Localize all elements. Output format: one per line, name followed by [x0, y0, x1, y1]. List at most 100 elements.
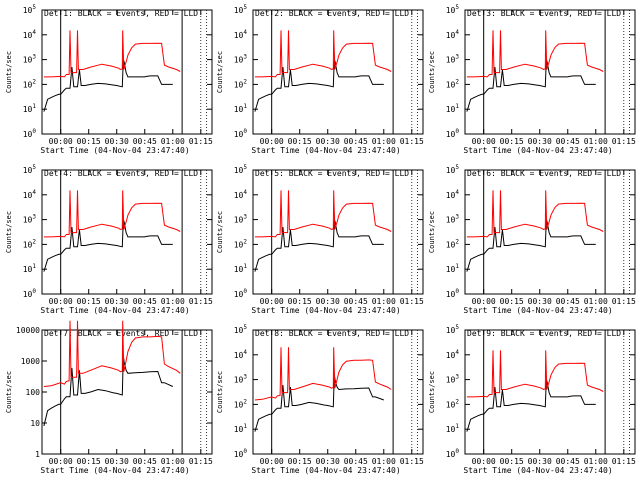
x-axis-label: Start Time (04-Nov-04 23:47:40): [251, 146, 400, 155]
y-axis-label: Counts/sec: [216, 211, 224, 253]
y-tick-label: 102: [234, 238, 248, 249]
x-tick-label: 01:15: [400, 297, 424, 306]
plot-frame: [41, 9, 213, 135]
x-tick-label: 00:30: [105, 297, 129, 306]
y-tick-label: 100: [234, 288, 248, 299]
x-tick-label: 00:15: [77, 297, 101, 306]
y-tick-label: 104: [446, 349, 460, 360]
x-axis-label: Start Time (04-Nov-04 23:47:40): [40, 306, 189, 315]
x-tick-label: 00:00: [472, 137, 496, 146]
y-tick-label: 101: [234, 103, 248, 114]
y-tick-label: 105: [446, 4, 460, 15]
plot-frame: [41, 329, 213, 455]
y-tick-label: 100: [234, 128, 248, 139]
y-tick-label: 103: [23, 214, 37, 225]
y-tick-label: 102: [234, 78, 248, 89]
detector-panel: Det 3: BLACK = Events, RED = LLD 100 101 10…: [428, 4, 636, 155]
plot-frame: [252, 329, 424, 455]
y-tick-label: 104: [234, 189, 248, 200]
y-tick-label: 100: [446, 288, 460, 299]
x-tick-label: 01:15: [612, 297, 636, 306]
x-tick-label: 00:15: [77, 457, 101, 466]
y-tick-label: 105: [446, 324, 460, 335]
y-tick-label: 101: [23, 263, 37, 274]
y-axis-label: Counts/sec: [216, 51, 224, 93]
panel-title: Det 2: BLACK = Events, RED = LLD: [255, 9, 409, 18]
x-axis-label: Start Time (04-Nov-04 23:47:40): [251, 466, 400, 475]
y-tick-label: 102: [446, 238, 460, 249]
panel-title: Det 5: BLACK = Events, RED = LLD: [255, 169, 409, 178]
events-series-line: [43, 59, 173, 112]
x-tick-label: 00:15: [500, 457, 524, 466]
detector-panel: Det 2: BLACK = Events, RED = LLD 100 101 10…: [216, 4, 424, 155]
x-tick-label: 01:00: [372, 457, 396, 466]
y-tick-label: 105: [234, 4, 248, 15]
y-tick-label: 101: [23, 103, 37, 114]
y-tick-label: 100: [26, 388, 41, 397]
x-tick-label: 00:00: [49, 457, 73, 466]
y-tick-label: 100: [446, 448, 460, 459]
x-tick-label: 00:45: [133, 457, 157, 466]
y-tick-label: 100: [446, 128, 460, 139]
y-tick-label: 101: [234, 263, 248, 274]
x-tick-label: 01:15: [400, 457, 424, 466]
x-tick-label: 01:00: [584, 137, 608, 146]
y-axis-label: Counts/sec: [5, 211, 13, 253]
x-tick-label: 01:00: [584, 457, 608, 466]
panel-title: Det 6: BLACK = Events, RED = LLD: [467, 169, 621, 178]
y-tick-label: 104: [23, 29, 37, 40]
y-tick-label: 101: [446, 263, 460, 274]
x-tick-label: 01:15: [612, 137, 636, 146]
x-tick-label: 00:45: [133, 297, 157, 306]
x-tick-label: 00:45: [344, 297, 368, 306]
x-axis-label: Start Time (04-Nov-04 23:47:40): [463, 466, 612, 475]
lld-series-line: [466, 350, 604, 398]
detector-panel: Det 6: BLACK = Events, RED = LLD 100 101 10…: [428, 164, 636, 315]
lld-series-line: [43, 30, 181, 78]
lld-series-line: [43, 190, 181, 238]
panel-title: Det 9: BLACK = Events, RED = LLD: [467, 329, 621, 338]
x-tick-label: 00:00: [260, 457, 284, 466]
y-tick-label: 100: [23, 288, 37, 299]
detector-panel: Det 1: BLACK = Events, RED = LLD 100 101 10…: [5, 4, 213, 155]
detector-panel: Det 5: BLACK = Events, RED = LLD 100 101 10…: [216, 164, 424, 315]
y-axis-label: Counts/sec: [5, 51, 13, 93]
y-tick-label: 105: [23, 4, 37, 15]
x-tick-label: 00:00: [49, 137, 73, 146]
x-tick-label: 01:00: [372, 137, 396, 146]
plot-frame: [252, 9, 424, 135]
y-tick-label: 103: [446, 374, 460, 385]
detector-panel: Det 4: BLACK = Events, RED = LLD 100 101 10…: [5, 164, 213, 315]
x-tick-label: 00:30: [105, 137, 129, 146]
panel-title: Det 3: BLACK = Events, RED = LLD: [467, 9, 621, 18]
x-tick-label: 00:15: [77, 137, 101, 146]
y-tick-label: 103: [234, 54, 248, 65]
lld-series-line: [43, 320, 181, 387]
y-tick-label: 101: [234, 423, 248, 434]
x-tick-label: 00:15: [500, 137, 524, 146]
y-tick-label: 1: [35, 450, 40, 459]
x-tick-label: 01:15: [189, 457, 213, 466]
y-tick-label: 103: [446, 214, 460, 225]
y-tick-label: 105: [234, 324, 248, 335]
y-tick-label: 103: [23, 54, 37, 65]
y-axis-label: Counts/sec: [428, 51, 436, 93]
events-series-line: [466, 379, 596, 432]
x-tick-label: 00:30: [528, 457, 552, 466]
y-tick-label: 104: [234, 29, 248, 40]
events-series-line: [466, 219, 596, 272]
lld-series-line: [254, 190, 392, 238]
panel-title: Det 1: BLACK = Events, RED = LLD: [44, 9, 198, 18]
y-axis-label: Counts/sec: [216, 371, 224, 413]
x-tick-label: 00:15: [288, 457, 312, 466]
x-tick-label: 01:15: [612, 457, 636, 466]
detector-panel: Det 7: BLACK = Events, RED = LLD 1 10 100 10…: [5, 320, 213, 475]
events-series-line: [466, 59, 596, 112]
lld-series-line: [254, 30, 392, 78]
y-tick-label: 105: [23, 164, 37, 175]
y-tick-label: 10000: [16, 326, 40, 335]
x-tick-label: 01:15: [189, 297, 213, 306]
x-axis-label: Start Time (04-Nov-04 23:47:40): [40, 466, 189, 475]
y-tick-label: 104: [23, 189, 37, 200]
lld-series-line: [466, 190, 604, 238]
